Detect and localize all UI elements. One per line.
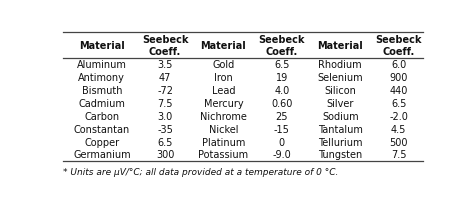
Text: Germanium: Germanium (73, 150, 131, 160)
Text: Tungsten: Tungsten (318, 150, 362, 160)
Text: -2.0: -2.0 (389, 111, 408, 121)
Text: Potassium: Potassium (199, 150, 248, 160)
Text: Aluminum: Aluminum (77, 60, 127, 70)
Text: -9.0: -9.0 (273, 150, 291, 160)
Text: Mercury: Mercury (204, 98, 243, 108)
Text: 500: 500 (389, 137, 408, 147)
Text: 6.5: 6.5 (391, 98, 406, 108)
Text: Lead: Lead (212, 85, 235, 95)
Text: 440: 440 (390, 85, 408, 95)
Text: Seebeck
Coeff.: Seebeck Coeff. (142, 35, 188, 56)
Text: Silicon: Silicon (324, 85, 356, 95)
Text: Rhodium: Rhodium (319, 60, 362, 70)
Text: 6.5: 6.5 (157, 137, 173, 147)
Text: Tellurium: Tellurium (318, 137, 363, 147)
Text: Gold: Gold (212, 60, 235, 70)
Text: 4.0: 4.0 (274, 85, 290, 95)
Text: Sodium: Sodium (322, 111, 358, 121)
Text: 900: 900 (390, 73, 408, 83)
Text: Silver: Silver (327, 98, 354, 108)
Text: 47: 47 (159, 73, 171, 83)
Text: Material: Material (201, 41, 246, 50)
Text: 3.0: 3.0 (157, 111, 173, 121)
Text: 4.5: 4.5 (391, 124, 406, 134)
Text: 7.5: 7.5 (157, 98, 173, 108)
Text: -72: -72 (157, 85, 173, 95)
Text: 0.60: 0.60 (271, 98, 292, 108)
Text: 300: 300 (156, 150, 174, 160)
Text: 7.5: 7.5 (391, 150, 406, 160)
Text: -15: -15 (274, 124, 290, 134)
Text: Nichrome: Nichrome (200, 111, 247, 121)
Text: Bismuth: Bismuth (82, 85, 122, 95)
Text: 19: 19 (276, 73, 288, 83)
Text: Seebeck
Coeff.: Seebeck Coeff. (375, 35, 422, 56)
Text: Cadmium: Cadmium (78, 98, 125, 108)
Text: Material: Material (79, 41, 125, 50)
Text: Selenium: Selenium (318, 73, 363, 83)
Text: 6.0: 6.0 (391, 60, 406, 70)
Text: Material: Material (318, 41, 363, 50)
Text: Iron: Iron (214, 73, 233, 83)
Text: Seebeck
Coeff.: Seebeck Coeff. (259, 35, 305, 56)
Text: Tantalum: Tantalum (318, 124, 363, 134)
Text: * Units are μV/°C; all data provided at a temperature of 0 °C.: * Units are μV/°C; all data provided at … (63, 167, 338, 176)
Text: 6.5: 6.5 (274, 60, 290, 70)
Text: -35: -35 (157, 124, 173, 134)
Text: Constantan: Constantan (74, 124, 130, 134)
Text: Antimony: Antimony (78, 73, 125, 83)
Text: Copper: Copper (84, 137, 119, 147)
Text: Carbon: Carbon (84, 111, 119, 121)
Text: 0: 0 (279, 137, 285, 147)
Text: Platinum: Platinum (202, 137, 245, 147)
Text: 3.5: 3.5 (157, 60, 173, 70)
Text: 25: 25 (275, 111, 288, 121)
Text: Nickel: Nickel (209, 124, 238, 134)
